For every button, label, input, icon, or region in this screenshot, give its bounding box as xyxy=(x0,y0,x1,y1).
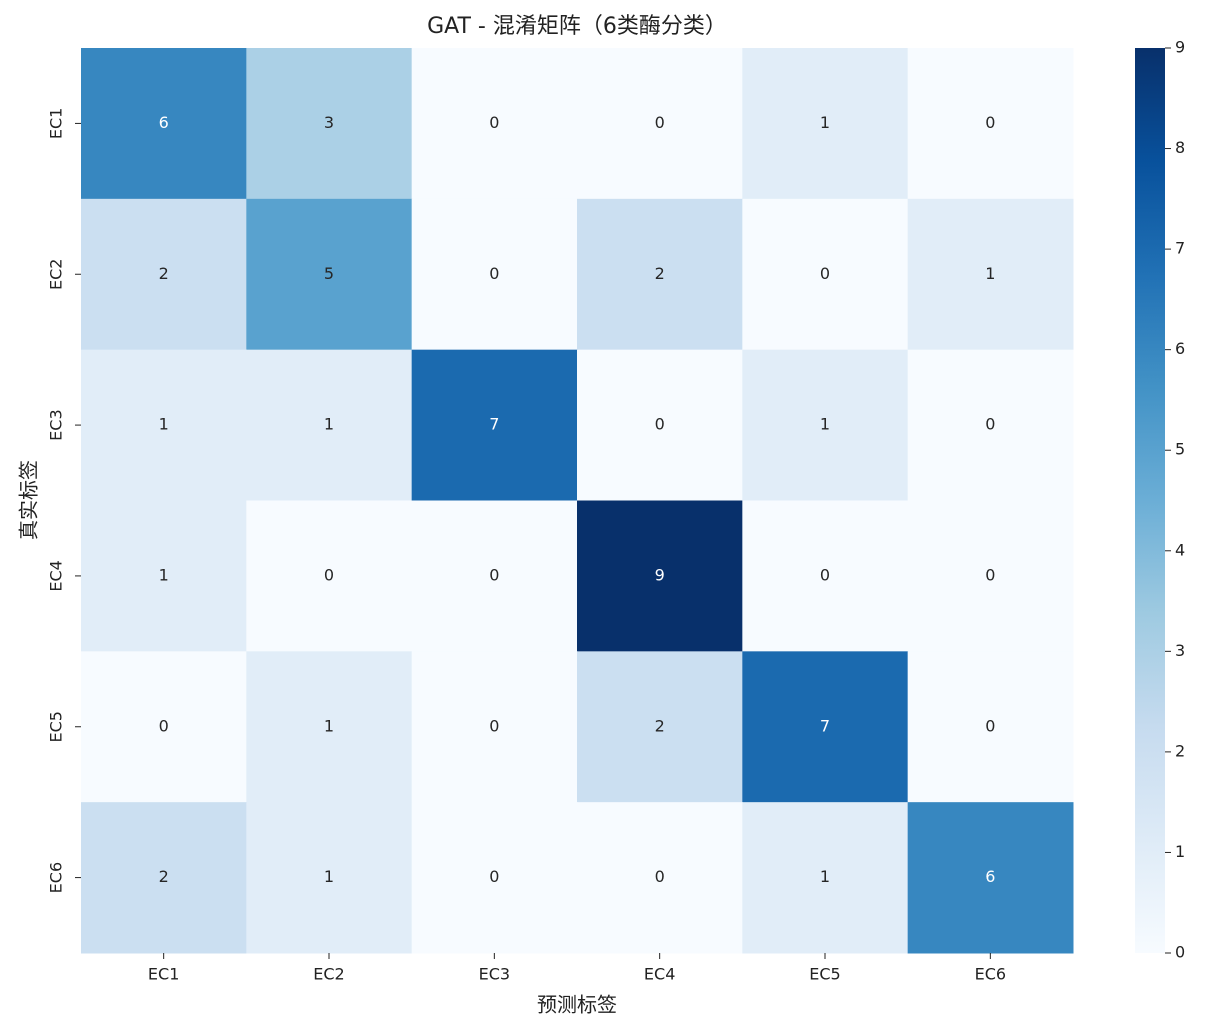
x-tick-label: EC6 xyxy=(975,965,1006,984)
heatmap-cell xyxy=(411,500,578,652)
cell-label: 1 xyxy=(985,264,995,283)
cell-label: 0 xyxy=(489,867,499,886)
x-tick-label: EC1 xyxy=(148,965,179,984)
cell-label: 7 xyxy=(489,415,499,434)
heatmap-cell xyxy=(742,651,909,803)
cell-label: 0 xyxy=(985,716,995,735)
cell-label: 7 xyxy=(820,716,830,735)
heatmap-cell xyxy=(907,349,1074,501)
heatmap-cell xyxy=(411,48,578,200)
cell-label: 0 xyxy=(489,716,499,735)
heatmap-cell xyxy=(81,651,247,803)
cell-label: 0 xyxy=(489,264,499,283)
cell-label: 3 xyxy=(324,113,334,132)
heatmap-cell xyxy=(411,349,578,501)
colorbar-tick-label: 1 xyxy=(1175,842,1185,861)
heatmap-cell xyxy=(907,651,1074,803)
heatmap-cell xyxy=(577,48,743,200)
heatmap-cell xyxy=(246,349,413,501)
y-tick-label: EC4 xyxy=(47,560,66,591)
cell-label: 0 xyxy=(985,113,995,132)
colorbar-tick-label: 2 xyxy=(1175,741,1185,760)
cell-label: 0 xyxy=(820,264,830,283)
heatmap-cell xyxy=(907,48,1074,200)
y-tick-label: EC3 xyxy=(47,409,66,440)
heatmap-cell xyxy=(246,802,413,954)
cell-label: 6 xyxy=(985,867,995,886)
cell-label: 0 xyxy=(159,716,169,735)
heatmap-cell xyxy=(411,651,578,803)
cell-label: 0 xyxy=(985,565,995,584)
heatmap-cell xyxy=(907,198,1074,351)
heatmap-cell xyxy=(246,500,413,652)
heatmap-cell xyxy=(742,48,909,200)
x-tick-label: EC3 xyxy=(479,965,510,984)
colorbar-tick-label: 6 xyxy=(1175,339,1185,358)
y-tick-label: EC1 xyxy=(47,108,66,139)
cell-label: 0 xyxy=(655,415,665,434)
heatmap-cell xyxy=(577,349,743,501)
heatmap-cell xyxy=(81,349,247,501)
cell-label: 2 xyxy=(655,716,665,735)
heatmap-cell xyxy=(907,500,1074,652)
chart-title: GAT - 混淆矩阵（6类酶分类） xyxy=(427,14,727,39)
x-tick-label: EC4 xyxy=(644,965,675,984)
y-tick-label: EC6 xyxy=(47,862,66,893)
x-tick-label: EC5 xyxy=(809,965,840,984)
heatmap-cell xyxy=(742,349,909,501)
cell-label: 5 xyxy=(324,264,334,283)
x-axis-label: 预测标签 xyxy=(537,993,617,1017)
heatmap-cell xyxy=(411,198,578,351)
cell-label: 0 xyxy=(489,565,499,584)
y-tick-label: EC2 xyxy=(47,259,66,290)
colorbar-tick-label: 0 xyxy=(1175,943,1185,962)
cell-label: 2 xyxy=(159,867,169,886)
heatmap-cell xyxy=(81,500,247,652)
heatmap-cell xyxy=(81,48,247,200)
colorbar-tick-label: 9 xyxy=(1175,38,1185,57)
cell-label: 0 xyxy=(655,867,665,886)
heatmap-cell xyxy=(577,802,743,954)
cell-label: 1 xyxy=(820,415,830,434)
heatmap-cell xyxy=(411,802,578,954)
y-axis-label: 真实标签 xyxy=(17,460,41,540)
heatmap-cell xyxy=(81,198,247,351)
heatmap-cell xyxy=(246,651,413,803)
cell-label: 1 xyxy=(324,716,334,735)
x-tick-label: EC2 xyxy=(313,965,344,984)
colorbar-tick-label: 7 xyxy=(1175,239,1185,258)
colorbar-tick-label: 4 xyxy=(1175,540,1185,559)
colorbar-tick-label: 5 xyxy=(1175,440,1185,459)
cell-label: 1 xyxy=(324,867,334,886)
cell-label: 0 xyxy=(324,565,334,584)
cell-label: 2 xyxy=(159,264,169,283)
cell-label: 1 xyxy=(324,415,334,434)
heatmap-cell xyxy=(742,802,909,954)
cell-label: 6 xyxy=(159,113,169,132)
heatmap-cell xyxy=(246,48,413,200)
cell-label: 1 xyxy=(159,415,169,434)
cell-label: 1 xyxy=(820,867,830,886)
cell-label: 2 xyxy=(655,264,665,283)
cell-label: 0 xyxy=(655,113,665,132)
cell-label: 0 xyxy=(489,113,499,132)
heatmap-cell xyxy=(742,500,909,652)
colorbar-tick-label: 8 xyxy=(1175,138,1185,157)
cell-label: 0 xyxy=(985,415,995,434)
heatmap-cell xyxy=(577,500,743,652)
cell-label: 1 xyxy=(820,113,830,132)
heatmap-cell xyxy=(577,651,743,803)
colorbar xyxy=(1135,48,1165,953)
cell-label: 1 xyxy=(159,565,169,584)
heatmap-cell xyxy=(907,802,1074,954)
heatmap-cell xyxy=(246,198,413,351)
heatmap-cell xyxy=(577,198,743,351)
cell-label: 9 xyxy=(655,565,665,584)
cell-label: 0 xyxy=(820,565,830,584)
heatmap-cell xyxy=(81,802,247,954)
y-tick-label: EC5 xyxy=(47,711,66,742)
heatmap-cell xyxy=(742,198,909,351)
colorbar-tick-label: 3 xyxy=(1175,641,1185,660)
